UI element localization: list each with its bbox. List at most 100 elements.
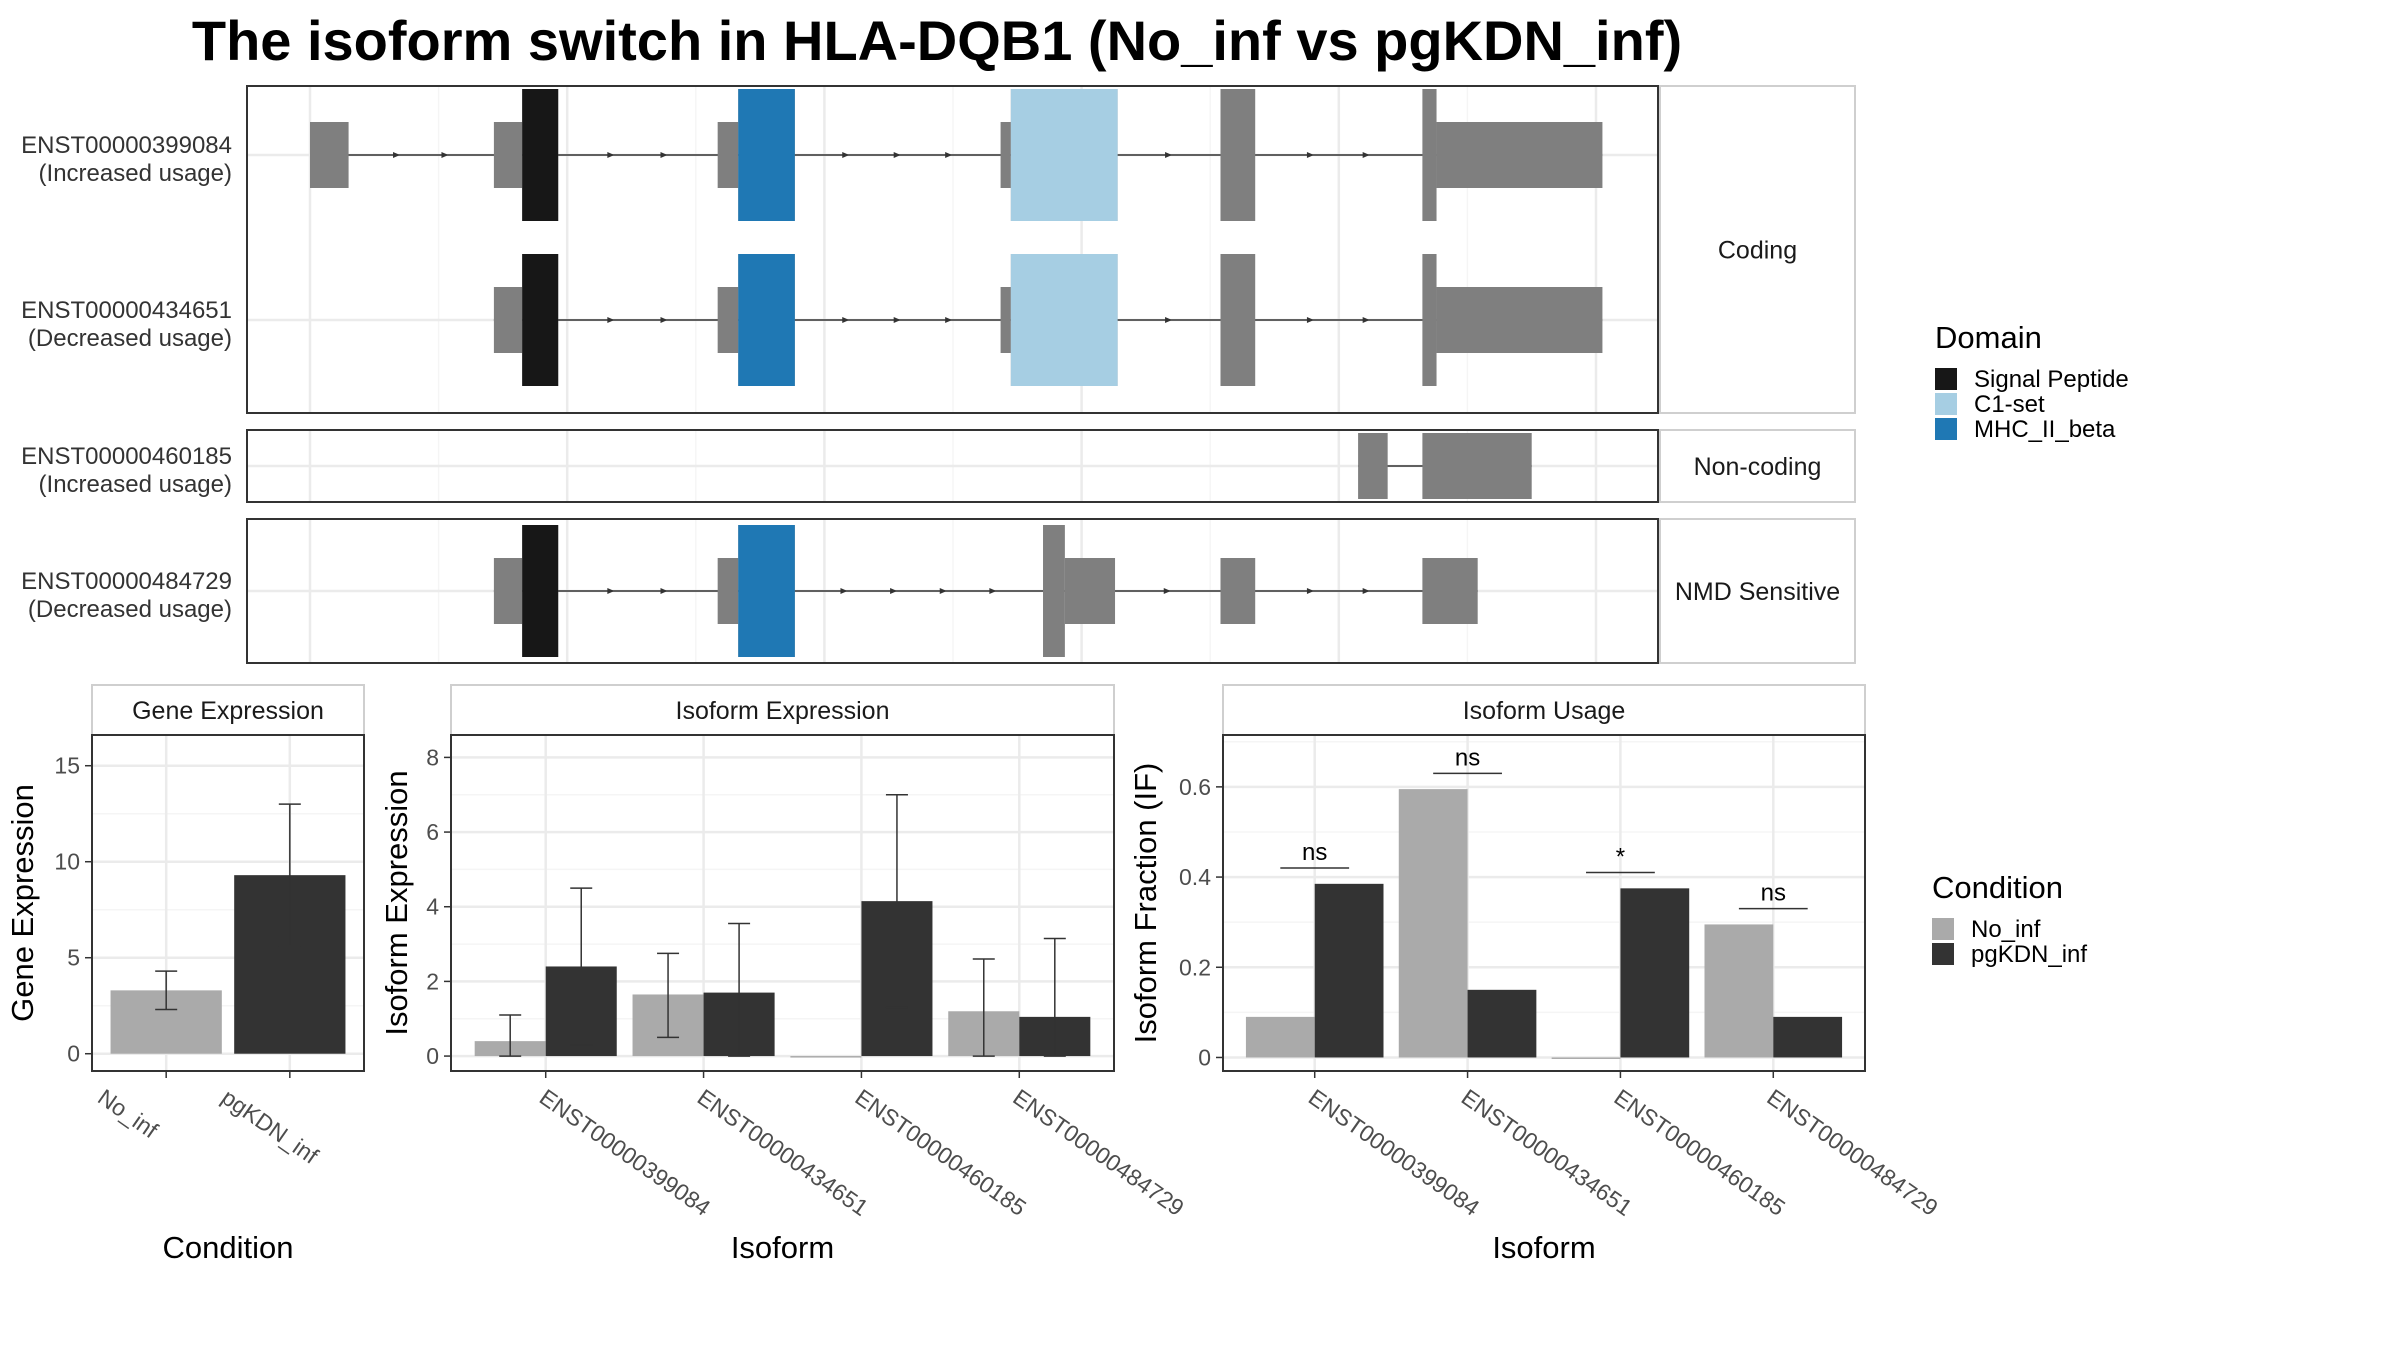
chart-strip-label: Gene Expression: [132, 697, 324, 725]
utr-exon: [1000, 287, 1011, 353]
coding-exon: [1422, 254, 1437, 386]
x-tick-label: ENST00000484729: [1008, 1084, 1188, 1221]
y-tick-label: 10: [54, 849, 80, 875]
x-tick-label: ENST00000460185: [851, 1084, 1031, 1221]
bar-no-inf: [1398, 789, 1468, 1058]
figure-title: The isoform switch in HLA-DQB1 (No_inf v…: [192, 9, 1682, 72]
transcript-id-label: ENST00000434651: [21, 297, 232, 324]
chart-strip-label: Isoform Usage: [1463, 697, 1626, 725]
transcript-usage-label: (Decreased usage): [28, 325, 232, 352]
intron-arrow-mark: [441, 152, 449, 158]
structure-panel-border: [246, 429, 1659, 503]
transcript-usage-label: (Increased usage): [39, 471, 232, 498]
y-tick-label: 0: [1198, 1044, 1211, 1070]
intron-arrow-mark: [1165, 152, 1173, 158]
coding-exon: [1220, 89, 1256, 221]
structure-strip: [1659, 429, 1856, 503]
intron-arrow-mark: [1165, 317, 1173, 323]
intron-arrow-mark: [1362, 588, 1370, 594]
legend-key-label: No_inf: [1971, 916, 2041, 943]
structure-panel-0: Coding: [246, 85, 1856, 414]
utr-exon: [1422, 558, 1478, 624]
transcript-ENST00000434651: [493, 254, 1603, 386]
intron-arrow-mark: [660, 588, 668, 594]
utr-exon: [1358, 433, 1388, 499]
utr-exon: [493, 122, 523, 188]
intron-arrow-mark: [1306, 152, 1314, 158]
transcript-usage-label: (Decreased usage): [28, 596, 232, 623]
utr-exon: [1436, 122, 1603, 188]
intron-arrow-mark: [842, 317, 850, 323]
legend-condition-title: Condition: [1932, 870, 2063, 905]
intron-arrow-mark: [840, 588, 848, 594]
y-tick-label: 4: [426, 894, 439, 920]
bar-pgkdn-inf: [1467, 989, 1537, 1058]
bar-no-inf: [1704, 924, 1774, 1058]
y-tick-label: 5: [67, 945, 80, 971]
intron-arrow-mark: [945, 317, 953, 323]
intron-arrow-mark: [607, 152, 615, 158]
transcript-id-label: ENST00000399084: [21, 132, 232, 159]
legend-key-label: Signal Peptide: [1974, 366, 2129, 393]
transcript-ENST00000399084: [310, 89, 1603, 221]
isoform-expression-chart: Isoform Expression02468ENST00000399084EN…: [379, 684, 1189, 1265]
chart-panel-border: [450, 734, 1115, 1072]
y-tick-label: 6: [426, 819, 439, 845]
utr-exon: [717, 122, 739, 188]
coding-exon: [1422, 89, 1437, 221]
legend-key-swatch: [1932, 943, 1954, 965]
chart-strip: [450, 684, 1115, 736]
bar-pgkdn-inf: [1620, 888, 1690, 1058]
y-tick-label: 0: [67, 1041, 80, 1067]
domain-mhc-ii-beta: [738, 89, 795, 221]
y-tick-label: 0: [426, 1043, 439, 1069]
intron-arrow-mark: [893, 317, 901, 323]
y-tick-label: 0.6: [1179, 774, 1211, 800]
structure-panel-1: Non-coding: [246, 429, 1856, 503]
chart-strip-label: Isoform Expression: [676, 697, 890, 725]
x-axis-title: Condition: [163, 1230, 294, 1265]
utr-exon: [310, 122, 349, 188]
transcript-id-label: ENST00000460185: [21, 443, 232, 470]
intron-arrow-mark: [660, 317, 668, 323]
bar-pgkdn-inf: [1773, 1016, 1843, 1058]
intron-arrow-mark: [842, 152, 850, 158]
y-tick-label: 0.2: [1179, 954, 1211, 980]
structure-strip-label: Non-coding: [1694, 453, 1822, 481]
structure-strip-label: Coding: [1718, 237, 1797, 265]
chart-strip: [1222, 684, 1866, 736]
domain-mhc-ii-beta: [738, 254, 795, 386]
intron-arrow-mark: [1163, 588, 1171, 594]
legend-key-label: MHC_II_beta: [1974, 416, 2116, 443]
x-tick-label: pgKDN_inf: [217, 1084, 324, 1169]
domain-mhc-ii-beta: [738, 525, 795, 657]
domain-c1-set: [1010, 89, 1118, 221]
utr-exon: [717, 558, 739, 624]
intron-arrow-mark: [989, 588, 997, 594]
x-axis-title: Isoform: [731, 1230, 834, 1265]
domain-signal-peptide: [522, 525, 559, 657]
bar-no-inf: [790, 1056, 862, 1058]
utr-exon: [1422, 433, 1532, 499]
intron-arrow-mark: [1306, 317, 1314, 323]
coding-exon: [1220, 254, 1256, 386]
domain-signal-peptide: [522, 254, 559, 386]
intron-arrow-mark: [1306, 588, 1314, 594]
legend-key-swatch: [1932, 918, 1954, 940]
x-tick-label: No_inf: [93, 1084, 163, 1144]
legend-key-label: C1-set: [1974, 391, 2045, 418]
significance-label: ns: [1302, 839, 1327, 866]
x-tick-label: ENST00000399084: [535, 1084, 716, 1221]
significance-label: ns: [1455, 744, 1480, 771]
significance-label: *: [1616, 844, 1625, 871]
intron-arrow-mark: [1362, 317, 1370, 323]
chart-panel-border: [91, 734, 365, 1072]
y-axis-title: Gene Expression: [5, 784, 40, 1022]
utr-exon: [493, 287, 523, 353]
transcript-id-label: ENST00000484729: [21, 568, 232, 595]
structure-panel-border: [246, 85, 1659, 414]
